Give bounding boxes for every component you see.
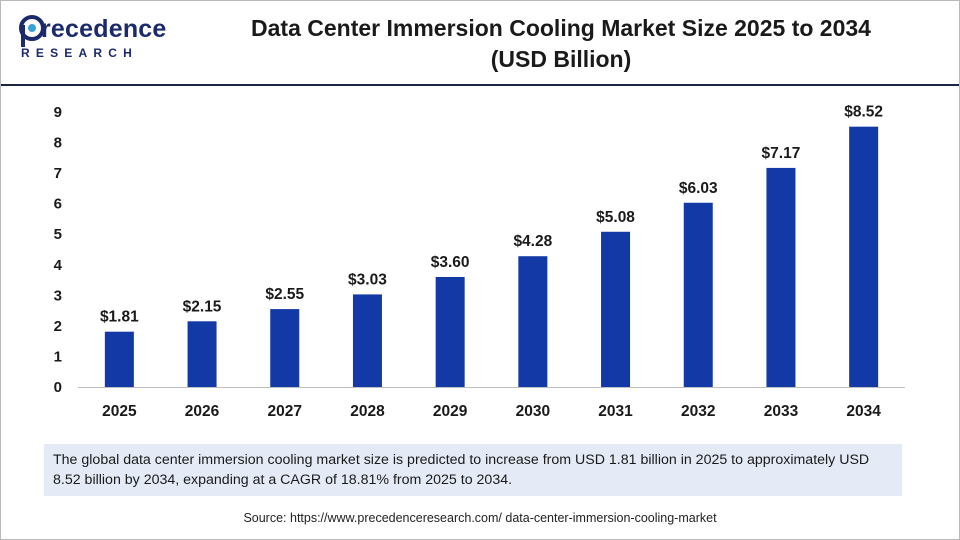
y-tick-label: 4	[54, 257, 63, 274]
y-tick-label: 1	[54, 348, 62, 365]
y-tick-label: 6	[54, 196, 62, 213]
logo-p-icon	[19, 15, 45, 47]
data-label-2033: $7.17	[762, 145, 801, 162]
x-tick-label-2029: 2029	[433, 403, 468, 420]
y-tick-label: 9	[54, 104, 62, 121]
x-tick-label-2031: 2031	[598, 403, 633, 420]
header-divider	[1, 84, 959, 86]
data-label-2025: $1.81	[100, 309, 139, 326]
bar-2030	[518, 256, 548, 387]
y-tick-label: 5	[54, 226, 62, 243]
x-tick-label-2028: 2028	[350, 403, 385, 420]
brand-logo: recedence RESEARCH	[19, 15, 169, 67]
bar-2031	[601, 231, 631, 387]
y-tick-label: 7	[54, 165, 62, 182]
data-label-2026: $2.15	[183, 298, 222, 315]
data-label-2029: $3.60	[431, 254, 470, 271]
x-tick-label-2032: 2032	[681, 403, 715, 420]
bar-2034	[849, 126, 879, 387]
data-label-2032: $6.03	[679, 180, 718, 197]
brand-subtitle: RESEARCH	[21, 46, 138, 60]
data-label-2034: $8.52	[844, 104, 883, 121]
x-tick-label-2030: 2030	[516, 403, 550, 420]
bar-2029	[435, 277, 465, 387]
bar-2032	[683, 202, 713, 387]
header: recedence RESEARCH Data Center Immersion…	[1, 1, 959, 83]
brand-name: recedence	[41, 15, 167, 43]
bar-2026	[187, 321, 217, 387]
y-tick-label: 2	[54, 318, 62, 335]
bar-2025	[104, 331, 134, 387]
data-label-2027: $2.55	[265, 286, 304, 303]
chart-title-line-1: Data Center Immersion Cooling Market Siz…	[251, 15, 871, 41]
y-tick-label: 0	[54, 379, 62, 396]
y-tick-label: 8	[54, 135, 62, 152]
source-note: Source: https://www.precedenceresearch.c…	[243, 511, 717, 525]
bar-2033	[766, 167, 796, 387]
x-tick-label-2026: 2026	[185, 403, 220, 420]
data-label-2030: $4.28	[513, 233, 552, 250]
chart-title-line-2: (USD Billion)	[490, 46, 632, 72]
bar-chart: 0 1 2 3 4 5 6 7 8 9 $1.81 2025 $2.15 2026 $2.55 2027 $3.…	[54, 104, 905, 420]
chart-title: Data Center Immersion Cooling Market Siz…	[201, 13, 921, 75]
bar-2028	[352, 294, 382, 387]
bar-2027	[270, 309, 300, 387]
data-label-2028: $3.03	[348, 271, 387, 288]
y-tick-label: 3	[54, 287, 62, 304]
x-tick-label-2027: 2027	[268, 403, 302, 420]
data-label-2031: $5.08	[596, 209, 635, 226]
description-box: The global data center immersion cooling…	[44, 444, 902, 496]
x-tick-label-2034: 2034	[846, 403, 881, 420]
description-text: The global data center immersion cooling…	[53, 452, 870, 488]
x-tick-label-2033: 2033	[764, 403, 799, 420]
x-tick-label-2025: 2025	[102, 403, 137, 420]
